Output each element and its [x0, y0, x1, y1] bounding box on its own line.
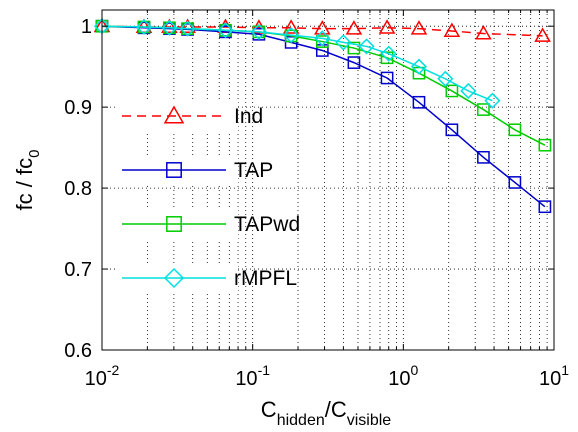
legend-marker	[163, 105, 185, 124]
ticks	[101, 10, 555, 351]
data-point	[161, 19, 178, 36]
series-rmpfl	[93, 18, 501, 109]
data-point	[250, 23, 267, 40]
legend-label: Ind	[234, 105, 263, 128]
data-point	[179, 20, 196, 37]
data-point	[380, 45, 397, 62]
legend-item-rmpfl: rMPFL	[118, 263, 297, 293]
x-axis-label-main: C	[261, 397, 277, 422]
data-point	[475, 24, 492, 40]
y-axis-label-main: fc / fc	[12, 158, 37, 211]
data-point	[410, 20, 428, 35]
data-point	[508, 176, 522, 189]
x-axis-label-sub-hidden: hidden	[277, 412, 325, 429]
legend-label: rMPFL	[234, 267, 297, 290]
data-point	[284, 36, 298, 49]
data-point	[534, 27, 551, 42]
data-point	[484, 92, 501, 109]
data-point	[437, 70, 454, 87]
data-point	[283, 27, 300, 44]
series-layer	[93, 17, 552, 214]
x-tick-label: 10-1	[235, 362, 270, 390]
data-point	[161, 18, 178, 33]
y-axis-label-sub: 0	[26, 150, 43, 158]
x-tick-label: 101	[539, 362, 569, 390]
data-point	[508, 123, 522, 137]
data-point	[538, 138, 552, 152]
x-axis-label: Chidden/Cvisible	[261, 397, 392, 429]
legend-label: TAP	[234, 159, 273, 182]
data-point	[347, 56, 361, 69]
data-point	[335, 34, 352, 51]
data-point	[477, 103, 490, 116]
data-point	[477, 150, 490, 164]
y-tick-label: 1	[81, 16, 92, 38]
x-axis-label-slash: /C	[325, 397, 347, 422]
series-tapwd	[95, 19, 552, 152]
legend-item-tapwd: TAPwd	[118, 209, 300, 239]
tick-labels: 0.6 0.7 0.8 0.9 1 10-2 10-1 100 101	[64, 16, 569, 390]
legend: Ind TAP TAPwd rMPFL	[118, 101, 300, 293]
data-point	[347, 41, 361, 55]
data-point	[378, 19, 396, 34]
legend-marker	[166, 162, 182, 178]
data-point	[412, 66, 426, 80]
data-point	[445, 123, 459, 137]
y-tick-label: 0.9	[64, 97, 92, 119]
y-tick-label: 0.8	[64, 178, 92, 200]
grid	[102, 10, 554, 350]
data-point	[314, 20, 331, 35]
data-point	[443, 22, 461, 38]
data-point	[538, 200, 552, 214]
data-point	[135, 18, 153, 36]
legend-item-tap: TAP	[118, 155, 273, 185]
y-tick-label: 0.6	[64, 340, 92, 362]
data-point	[460, 82, 477, 100]
data-point	[282, 19, 300, 34]
data-point	[445, 84, 459, 98]
data-point	[412, 95, 426, 109]
legend-item-ind: Ind	[118, 101, 263, 131]
y-tick-label: 0.7	[64, 259, 92, 281]
data-point	[314, 30, 331, 47]
data-point	[358, 38, 375, 55]
x-tick-label: 100	[388, 362, 418, 390]
data-point	[315, 35, 329, 48]
data-point	[345, 20, 363, 35]
data-point	[217, 22, 234, 39]
x-tick-label: 10-2	[85, 362, 120, 390]
data-point	[410, 58, 428, 75]
legend-marker	[166, 216, 182, 232]
legend-marker	[163, 267, 185, 289]
x-axis-label-sub-visible: visible	[347, 412, 392, 429]
data-point	[380, 71, 394, 85]
plot-frame	[101, 9, 555, 351]
y-axis-label: fc / fc0	[12, 150, 43, 211]
legend-label: TAPwd	[234, 213, 300, 236]
